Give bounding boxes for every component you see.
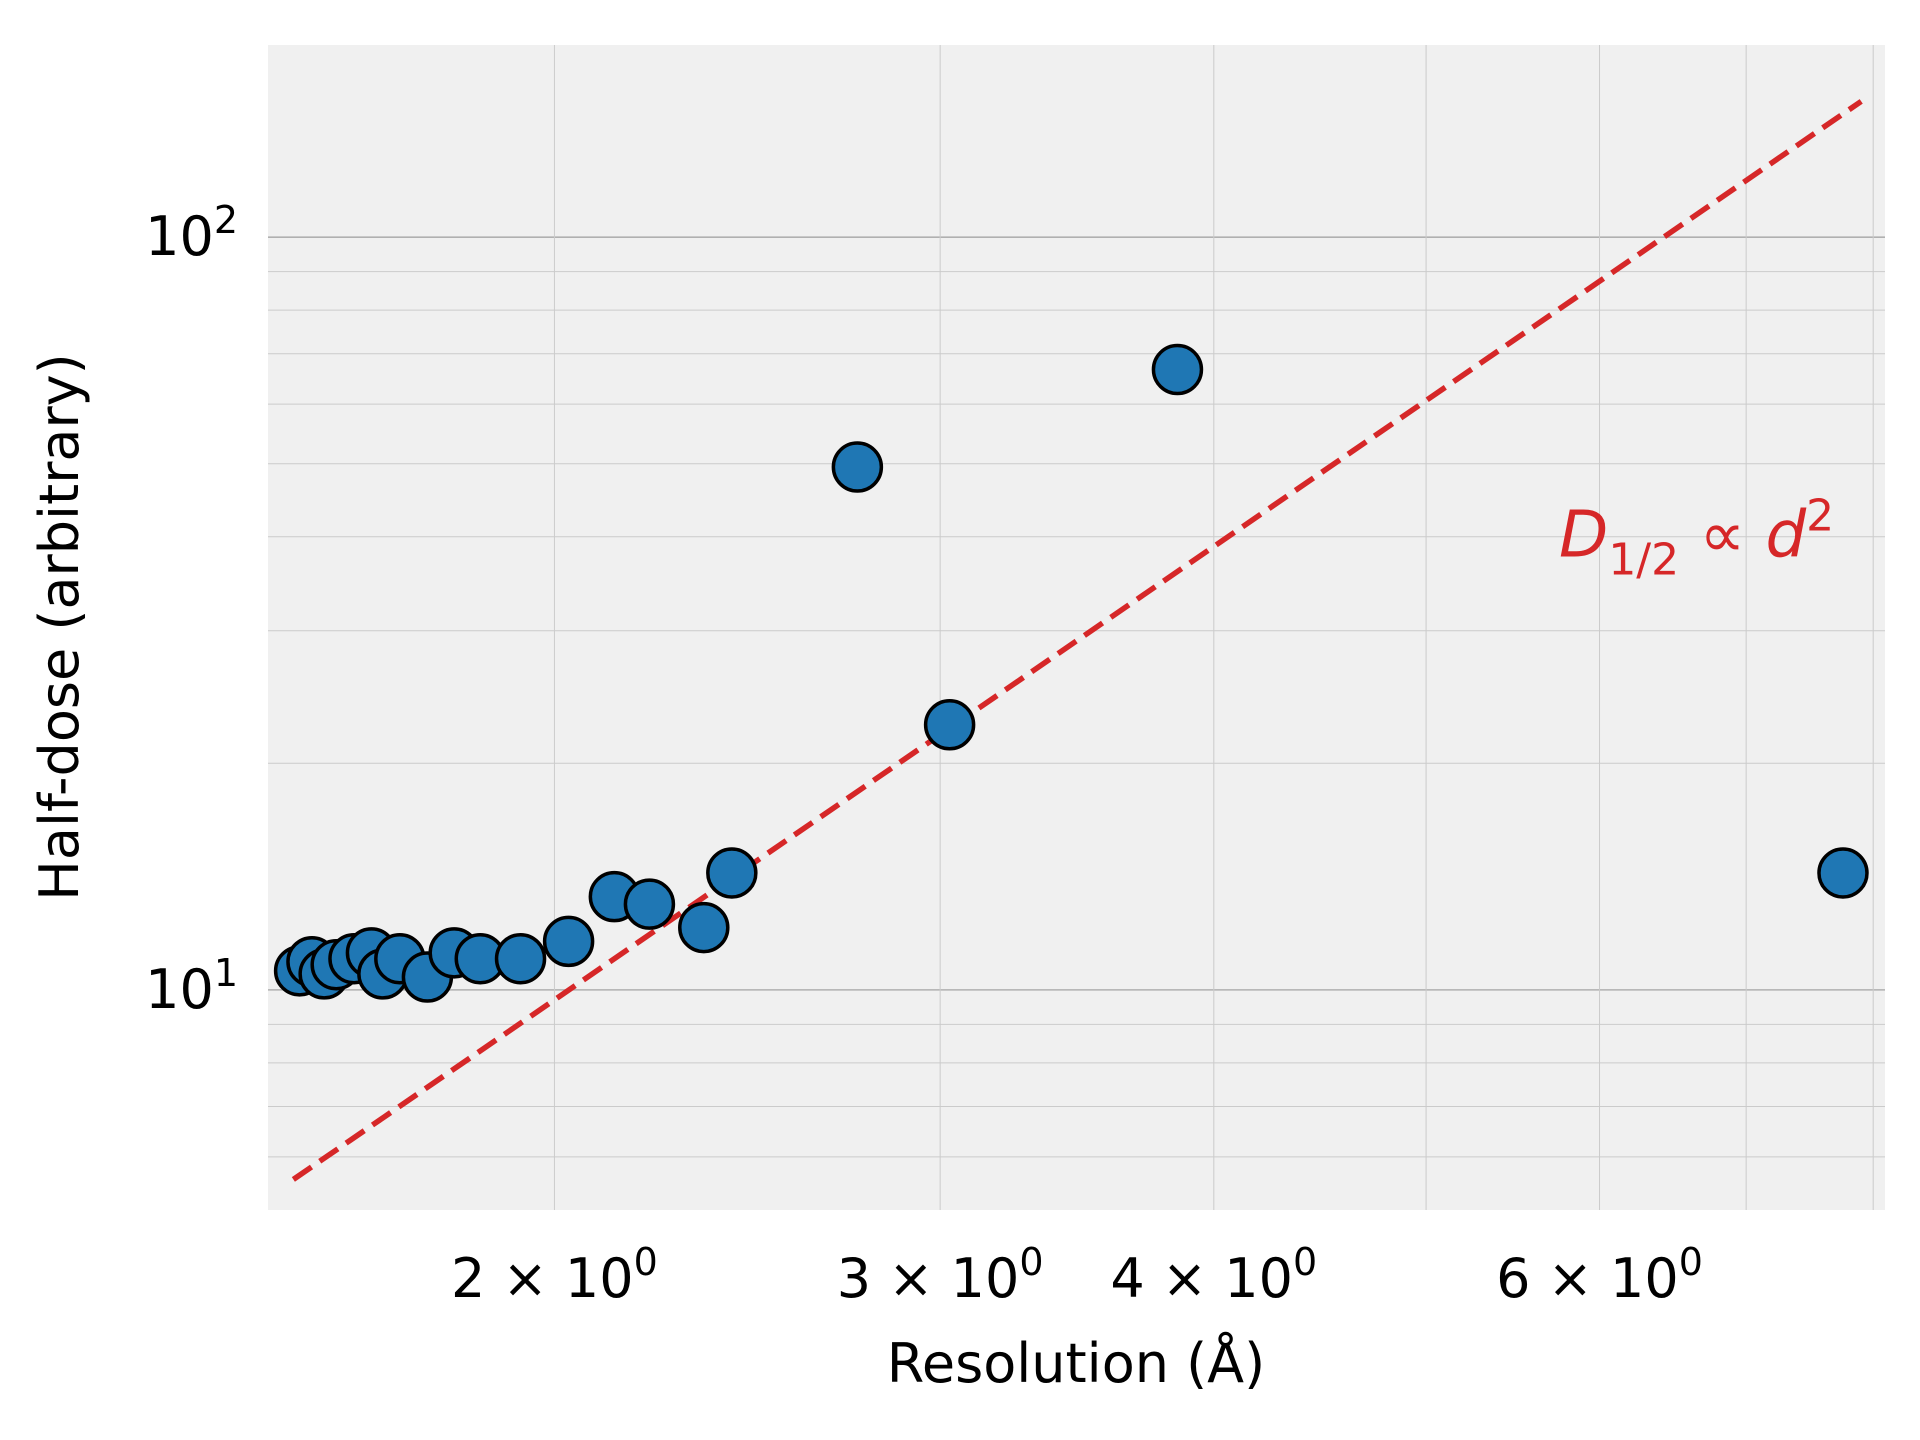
data-point: [678, 901, 730, 954]
data-point: [494, 932, 547, 985]
x-tick-label: 2 × 100: [451, 1240, 658, 1310]
data-point: [706, 847, 758, 899]
fit-line-layer: [291, 99, 1863, 1182]
data-points: [273, 343, 1869, 1003]
y-tick-label: 101: [145, 951, 238, 1021]
x-tick-label: 3 × 100: [837, 1240, 1044, 1310]
data-point: [1817, 847, 1869, 899]
x-tick-label: 4 × 100: [1110, 1240, 1317, 1310]
x-tick-label: 6 × 100: [1496, 1240, 1703, 1310]
data-point: [1151, 343, 1204, 396]
data-point: [542, 915, 595, 968]
data-point: [623, 878, 676, 930]
plot-area: [268, 45, 1885, 1210]
y-tick-label: 102: [145, 198, 238, 268]
fit-line: [291, 99, 1863, 1182]
data-point: [831, 441, 884, 493]
x-axis-label: Resolution (Å): [887, 1331, 1265, 1395]
y-axis-label: Half-dose (arbitrary): [28, 353, 91, 900]
tick-labels: 2 × 100 3 × 100 4 × 100 6 × 100 101 102: [145, 198, 1703, 1310]
fit-annotation: D1/2 ∝ d2: [1559, 491, 1834, 586]
data-point: [923, 699, 976, 751]
